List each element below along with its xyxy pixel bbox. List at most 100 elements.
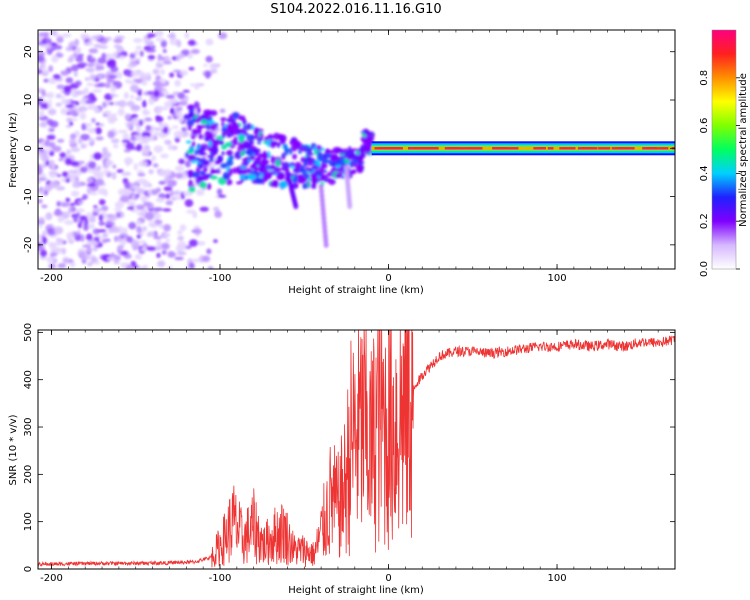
noise-blob [205, 55, 213, 63]
noise-blob [192, 211, 198, 219]
noise-blob [122, 172, 128, 177]
streak-blob [320, 201, 326, 208]
noise-blob [147, 232, 156, 237]
noise-blob [174, 256, 184, 261]
noise-blob [48, 263, 56, 269]
scatter-blob [269, 181, 278, 188]
noise-blob [141, 79, 148, 86]
noise-blob [117, 108, 125, 116]
noise-blob [42, 236, 48, 245]
noise-blob [156, 252, 161, 259]
streak-blob [322, 228, 328, 235]
scatter-blob [243, 168, 253, 175]
noise-blob [117, 129, 128, 134]
noise-blob [92, 207, 102, 213]
noise-blob [175, 111, 183, 117]
scatter-blob [200, 114, 207, 119]
scatter-blob [204, 136, 209, 142]
noise-blob [187, 39, 196, 46]
noise-blob [175, 165, 185, 172]
noise-blob [61, 98, 71, 105]
scatter-blob [186, 104, 195, 110]
scatter-blob [229, 144, 236, 149]
noise-blob [109, 74, 117, 79]
noise-blob [153, 90, 160, 98]
noise-blob [134, 78, 144, 84]
noise-blob [95, 122, 101, 126]
noise-blob [148, 169, 154, 175]
noise-blob [80, 33, 90, 39]
y-tick-label: 100 [23, 512, 34, 531]
y-tick-label: 400 [23, 370, 34, 389]
noise-blob [148, 98, 155, 105]
scatter-blob [214, 159, 222, 165]
colorbar-tick-label: 0.8 [699, 70, 710, 86]
scatter-blob [300, 144, 310, 149]
noise-blob [188, 239, 199, 247]
scatter-blob [275, 159, 281, 167]
noise-blob [206, 248, 212, 255]
noise-blob [146, 246, 156, 251]
scatter-blob [252, 147, 260, 155]
noise-blob [138, 73, 149, 79]
noise-blob [112, 143, 119, 149]
noise-blob [49, 173, 57, 179]
scatter-blob [225, 179, 233, 186]
noise-blob [157, 260, 166, 268]
colorbar-tick-label: 0.0 [699, 261, 710, 277]
noise-blob [67, 57, 73, 63]
noise-blob [161, 87, 167, 92]
y-tick-label: 0 [23, 145, 34, 151]
noise-blob [92, 89, 103, 93]
scatter-blob [321, 159, 331, 164]
noise-blob [86, 63, 95, 67]
scatter-blob [359, 156, 363, 161]
scatter-blob [363, 130, 371, 135]
snr-y-axis: 0 100 200 300 400 500 [23, 323, 675, 572]
noise-blob [42, 162, 47, 169]
noise-blob [106, 114, 117, 122]
scatter-blob [330, 154, 339, 161]
noise-blob [70, 109, 78, 117]
noise-blob [130, 117, 141, 126]
noise-blob [155, 37, 166, 42]
noise-blob [101, 205, 109, 212]
scatter-blob [235, 123, 240, 127]
noise-blob [188, 262, 195, 269]
noise-blob [137, 90, 142, 97]
noise-blob [83, 221, 89, 228]
scatter-blob [206, 183, 212, 190]
noise-blob [135, 220, 142, 226]
noise-blob [53, 247, 64, 254]
noise-blob [177, 116, 184, 123]
noise-blob [39, 249, 47, 258]
noise-blob [184, 31, 190, 39]
x-tick-label: -100 [209, 573, 232, 584]
noise-blob [65, 197, 71, 203]
noise-blob [55, 93, 62, 99]
noise-blob [88, 161, 97, 170]
noise-blob [40, 44, 50, 48]
noise-blob [38, 223, 43, 229]
scatter-blob [261, 176, 265, 185]
noise-blob [139, 50, 144, 57]
noise-blob [210, 69, 218, 74]
noise-blob [158, 180, 166, 185]
snr-plot-area [38, 330, 675, 569]
scatter-blob [307, 157, 315, 164]
noise-blob [65, 77, 74, 84]
noise-blob [166, 179, 177, 188]
noise-blob [112, 51, 119, 59]
y-tick-label: 20 [23, 45, 34, 58]
noise-blob [145, 40, 155, 46]
colorbar-tick-label: 0.2 [699, 213, 710, 229]
scatter-blob [185, 140, 192, 144]
noise-blob [134, 255, 143, 260]
noise-blob [94, 178, 105, 185]
noise-blob [108, 101, 115, 106]
scatter-blob [188, 182, 192, 188]
scatter-blob [238, 135, 245, 143]
noise-blob [70, 161, 80, 166]
noise-blob [137, 172, 146, 177]
noise-blob [43, 184, 52, 192]
